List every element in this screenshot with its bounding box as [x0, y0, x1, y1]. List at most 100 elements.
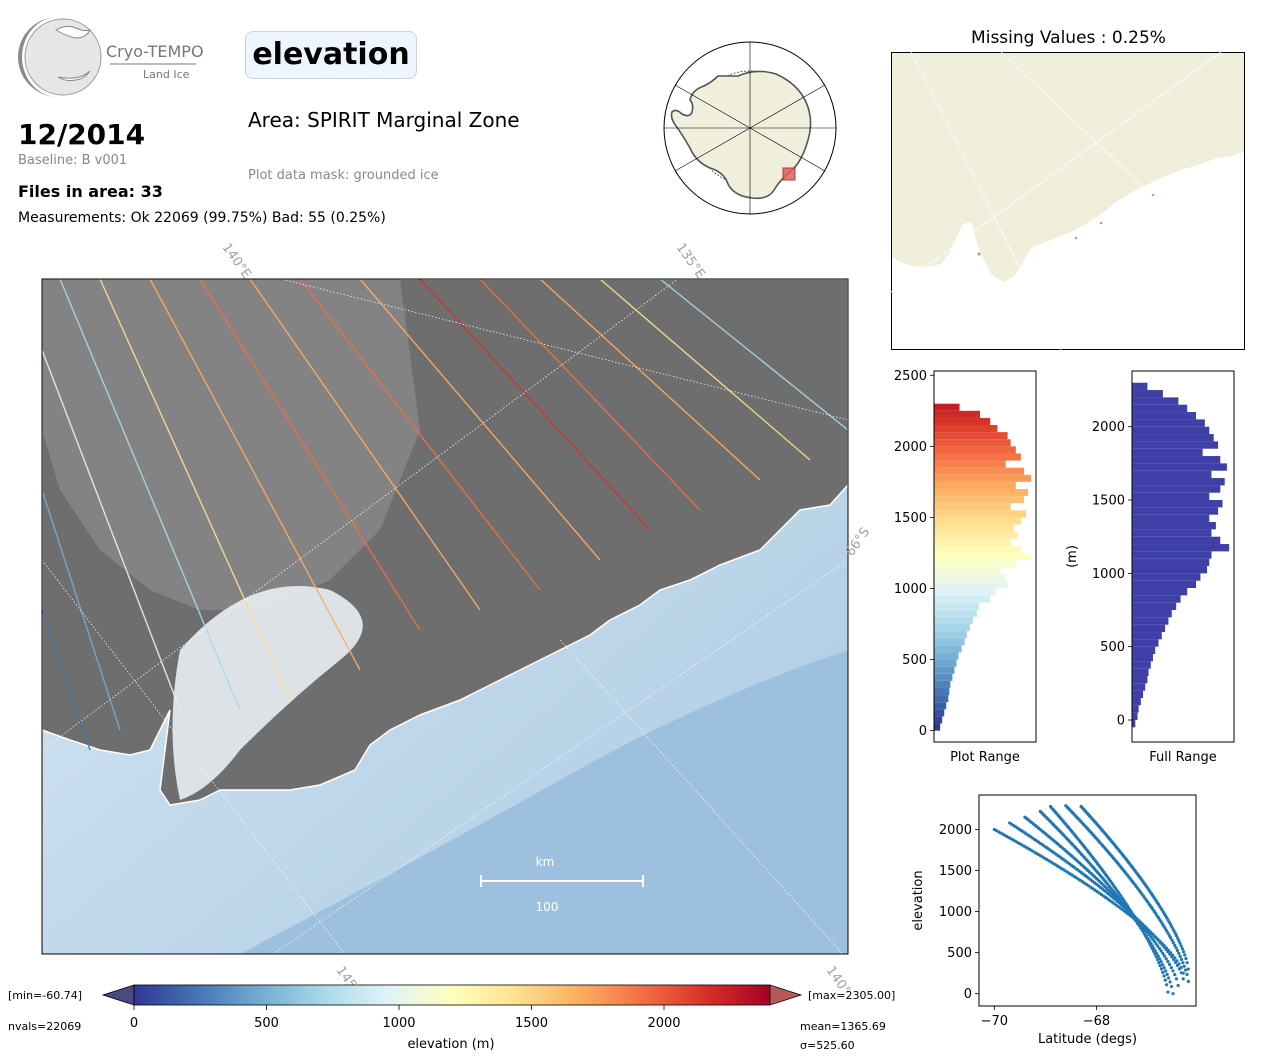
scatter-point: [1179, 957, 1184, 962]
mean-label: mean=1365.69: [800, 1020, 886, 1033]
histogram-bar: [934, 709, 945, 717]
histogram-bar: [1132, 448, 1203, 457]
histogram-bar: [1132, 551, 1212, 559]
scatter-point: [1152, 939, 1156, 943]
scatter-y-tick-label: 1000: [939, 905, 972, 920]
histogram-bar: [1132, 676, 1148, 684]
scatter-point: [1174, 934, 1179, 938]
scatter-y-tick-label: 500: [947, 946, 972, 961]
scatter-point: [1171, 992, 1175, 996]
scatter-point: [1180, 947, 1184, 951]
scatter-point: [1171, 941, 1175, 945]
scatter-point: [1147, 933, 1151, 937]
histogram-bar: [934, 453, 1021, 461]
scatter-point: [1177, 951, 1181, 956]
histogram-bar: [1132, 522, 1216, 530]
colorbar-max-label: [max=2305.00]: [808, 989, 895, 1002]
nvals-label: nvals=22069: [8, 1020, 81, 1033]
histogram-bar: [1132, 683, 1146, 691]
scatter-point: [1181, 977, 1185, 981]
histogram-bar: [1132, 544, 1230, 552]
histogram-bar: [934, 680, 951, 688]
colorbar-label: elevation (m): [407, 1037, 494, 1052]
histogram-bar: [1132, 485, 1221, 493]
histogram-bar: [934, 488, 1029, 497]
scatter-point: [1144, 926, 1149, 930]
measurements-summary: Measurements: Ok 22069 (99.75%) Bad: 55 …: [18, 210, 386, 226]
scatter-point: [1175, 963, 1180, 968]
scatter-point: [1148, 941, 1152, 946]
histogram-bar: [934, 446, 1016, 454]
cryo-tempo-logo: Cryo-TEMPO Land Ice: [18, 17, 203, 97]
scatter-point: [1156, 944, 1160, 948]
histogram-bar: [934, 545, 1021, 553]
scatter-point: [1166, 931, 1170, 935]
colorbar-min-extend: [101, 984, 135, 1006]
histogram-bar: [1132, 390, 1163, 398]
scatter-point: [1173, 931, 1177, 935]
scatter-point: [1161, 951, 1165, 956]
histogram-bar: [1132, 397, 1179, 405]
histogram-bar: [1132, 668, 1149, 677]
scatter-point: [1159, 967, 1163, 971]
scatter-point: [1166, 959, 1170, 964]
scatter-y-tick-label: 1500: [939, 864, 972, 879]
histogram-y-tick-label: 0: [1117, 714, 1125, 729]
area-label: Area: SPIRIT Marginal Zone: [248, 108, 520, 132]
scatter-point: [1169, 965, 1173, 970]
scatter-point: [1176, 983, 1180, 988]
histogram-bar: [934, 531, 1018, 539]
scatter-point: [1142, 932, 1147, 936]
histogram-x-label: Full Range: [1149, 750, 1217, 765]
scatter-point: [1151, 937, 1155, 941]
histogram-bar: [1132, 529, 1212, 537]
scatter-x-label: Latitude (degs): [1038, 1032, 1137, 1047]
date-label: 12/2014: [18, 118, 146, 151]
scatter-point: [1162, 954, 1167, 958]
histogram-bar: [934, 595, 991, 603]
histogram-y-tick-label: 2000: [894, 440, 927, 455]
colorbar-gradient: [133, 984, 771, 1006]
histogram-bar: [934, 716, 943, 724]
scatter-point: [1157, 946, 1162, 951]
main-elevation-map: 140°E 135°E 66°S 145°E 140°E km 100: [41, 241, 873, 990]
histogram-bar: [934, 695, 949, 703]
scatter-frame: [978, 794, 1197, 1007]
scatter-point: [1166, 949, 1170, 954]
histogram-bar: [1132, 610, 1172, 618]
histogram-bar: [1132, 661, 1151, 669]
scatter-point: [1161, 963, 1165, 967]
histogram-bar: [934, 616, 973, 625]
colorbar-tick-label: 2000: [647, 1016, 680, 1031]
histogram-bar: [934, 432, 1008, 440]
histogram-bar: [1132, 690, 1144, 699]
histogram-bar: [934, 723, 941, 731]
scatter-point: [1146, 928, 1151, 932]
scatter-point: [1151, 949, 1156, 953]
histogram-frame: [1131, 370, 1235, 743]
histogram-bar: [1132, 412, 1197, 420]
scatter-point: [1167, 933, 1171, 937]
scatter-point: [1150, 946, 1154, 951]
colorbar: 0 500 1000 1500 2000 elevation (m) [min=-60.…: [8, 984, 895, 1052]
histogram-bar: [934, 624, 970, 632]
missing-values-title: Missing Values : 0.25%: [971, 28, 1166, 48]
scatter-point: [1175, 949, 1180, 953]
histogram-bar: [934, 581, 1008, 589]
scatter-point: [1150, 932, 1154, 936]
histogram-bar: [1132, 705, 1139, 713]
histogram-bar: [1132, 646, 1156, 655]
scatter-point: [1145, 931, 1150, 935]
lon-label-135e: 135°E: [673, 241, 708, 282]
histogram-bar: [1132, 492, 1210, 501]
scatter-point: [1182, 964, 1186, 968]
scatter-point: [1154, 955, 1158, 959]
histogram-y-tick-label: 1500: [894, 511, 927, 526]
histogram-bar: [934, 638, 965, 646]
histogram-bar: [934, 425, 998, 433]
scatter-point: [1173, 943, 1177, 947]
histogram-bar: [1132, 639, 1159, 647]
histogram-bar: [934, 552, 1032, 561]
scatter-point: [1171, 969, 1175, 973]
scatter-point: [1174, 946, 1178, 950]
